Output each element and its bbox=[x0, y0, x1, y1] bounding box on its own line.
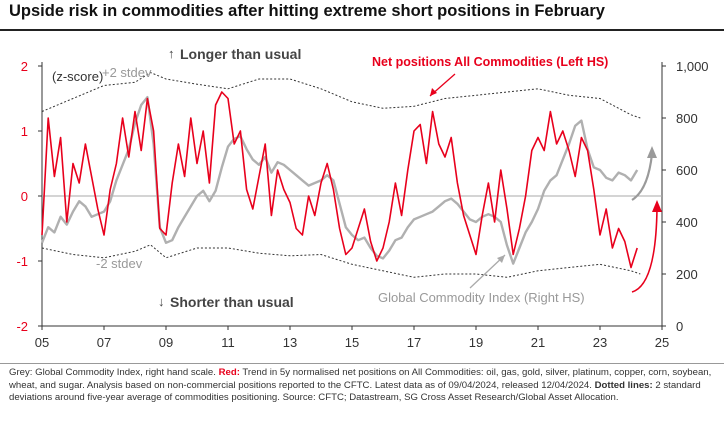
right-tick-label: 600 bbox=[676, 163, 698, 178]
footnote: Grey: Global Commodity Index, right hand… bbox=[9, 367, 717, 405]
x-tick-label: 07 bbox=[97, 335, 111, 350]
x-tick-label: 23 bbox=[593, 335, 607, 350]
x-tick-label: 21 bbox=[531, 335, 545, 350]
plus-2-stdev-label: +2 stdev bbox=[102, 65, 152, 80]
footnote-dotted-text: 2 standard deviations around five-year a… bbox=[9, 379, 701, 404]
x-tick-label: 13 bbox=[283, 335, 297, 350]
series-lines bbox=[40, 91, 639, 269]
x-tick-label: 19 bbox=[469, 335, 483, 350]
stdev-bands bbox=[41, 71, 641, 278]
title-rule bbox=[0, 29, 724, 31]
gci-series-line bbox=[40, 96, 639, 265]
x-tick-label: 15 bbox=[345, 335, 359, 350]
net-positions-pointer-head bbox=[430, 88, 437, 96]
lower-stdev-band bbox=[41, 244, 641, 278]
shorter-than-usual-label: Shorter than usual bbox=[170, 294, 294, 310]
chart-title: Upside risk in commodities after hitting… bbox=[9, 2, 605, 20]
left-tick-label: -2 bbox=[16, 319, 28, 334]
annotations: ↑ Longer than usual ↓ Shorter than usual +2 … bbox=[96, 46, 662, 310]
left-tick-label: -1 bbox=[16, 254, 28, 269]
left-tick-label: 0 bbox=[21, 189, 28, 204]
right-tick-label: 1,000 bbox=[676, 59, 709, 74]
net-positions-label: Net positions All Commodities (Left HS) bbox=[372, 55, 608, 69]
gci-upside-arrow bbox=[631, 153, 654, 201]
gci-upside-arrow-head bbox=[647, 146, 657, 158]
axes-group: -2 -1 0 1 2 0 200 400 600 800 1,000 05 07 09 11 13 15 17 1… bbox=[16, 59, 708, 350]
x-tick-label: 09 bbox=[159, 335, 173, 350]
arrow-up-icon: ↑ bbox=[168, 46, 175, 61]
gci-pointer bbox=[469, 254, 506, 289]
footnote-grey-text: Global Commodity Index, right hand scale… bbox=[32, 367, 219, 378]
x-tick-label: 05 bbox=[35, 335, 49, 350]
footnote-red-label: Red: bbox=[218, 367, 240, 378]
gci-pointer-head bbox=[497, 255, 505, 263]
left-tick-label: 2 bbox=[21, 59, 28, 74]
right-tick-label: 0 bbox=[676, 319, 683, 334]
footnote-red-text: Trend in 5y normalised net positions on … bbox=[9, 367, 712, 391]
gci-label: Global Commodity Index (Right HS) bbox=[378, 290, 585, 305]
x-tick-label: 11 bbox=[221, 335, 235, 350]
right-tick-label: 200 bbox=[676, 267, 698, 282]
right-tick-label: 400 bbox=[676, 215, 698, 230]
net-positions-upside-arrow-head bbox=[652, 200, 662, 212]
footnote-grey-label: Grey: bbox=[9, 367, 33, 378]
chart-svg: -2 -1 0 1 2 0 200 400 600 800 1,000 05 07 09 11 13 15 17 1… bbox=[16, 46, 708, 350]
right-tick-label: 800 bbox=[676, 111, 698, 126]
left-axis-label: (z-score) bbox=[52, 69, 103, 84]
footnote-dotted-label: Dotted lines: bbox=[594, 379, 653, 391]
net-positions-series-line bbox=[41, 91, 638, 269]
x-tick-label: 25 bbox=[655, 335, 669, 350]
net-positions-upside-arrow bbox=[631, 207, 658, 293]
minus-2-stdev-label: -2 stdev bbox=[96, 256, 143, 271]
left-tick-label: 1 bbox=[21, 124, 28, 139]
longer-than-usual-label: Longer than usual bbox=[180, 46, 301, 62]
upper-stdev-band bbox=[41, 71, 641, 119]
x-tick-label: 17 bbox=[407, 335, 421, 350]
footnote-rule bbox=[0, 363, 724, 364]
arrow-down-icon: ↓ bbox=[158, 294, 165, 309]
